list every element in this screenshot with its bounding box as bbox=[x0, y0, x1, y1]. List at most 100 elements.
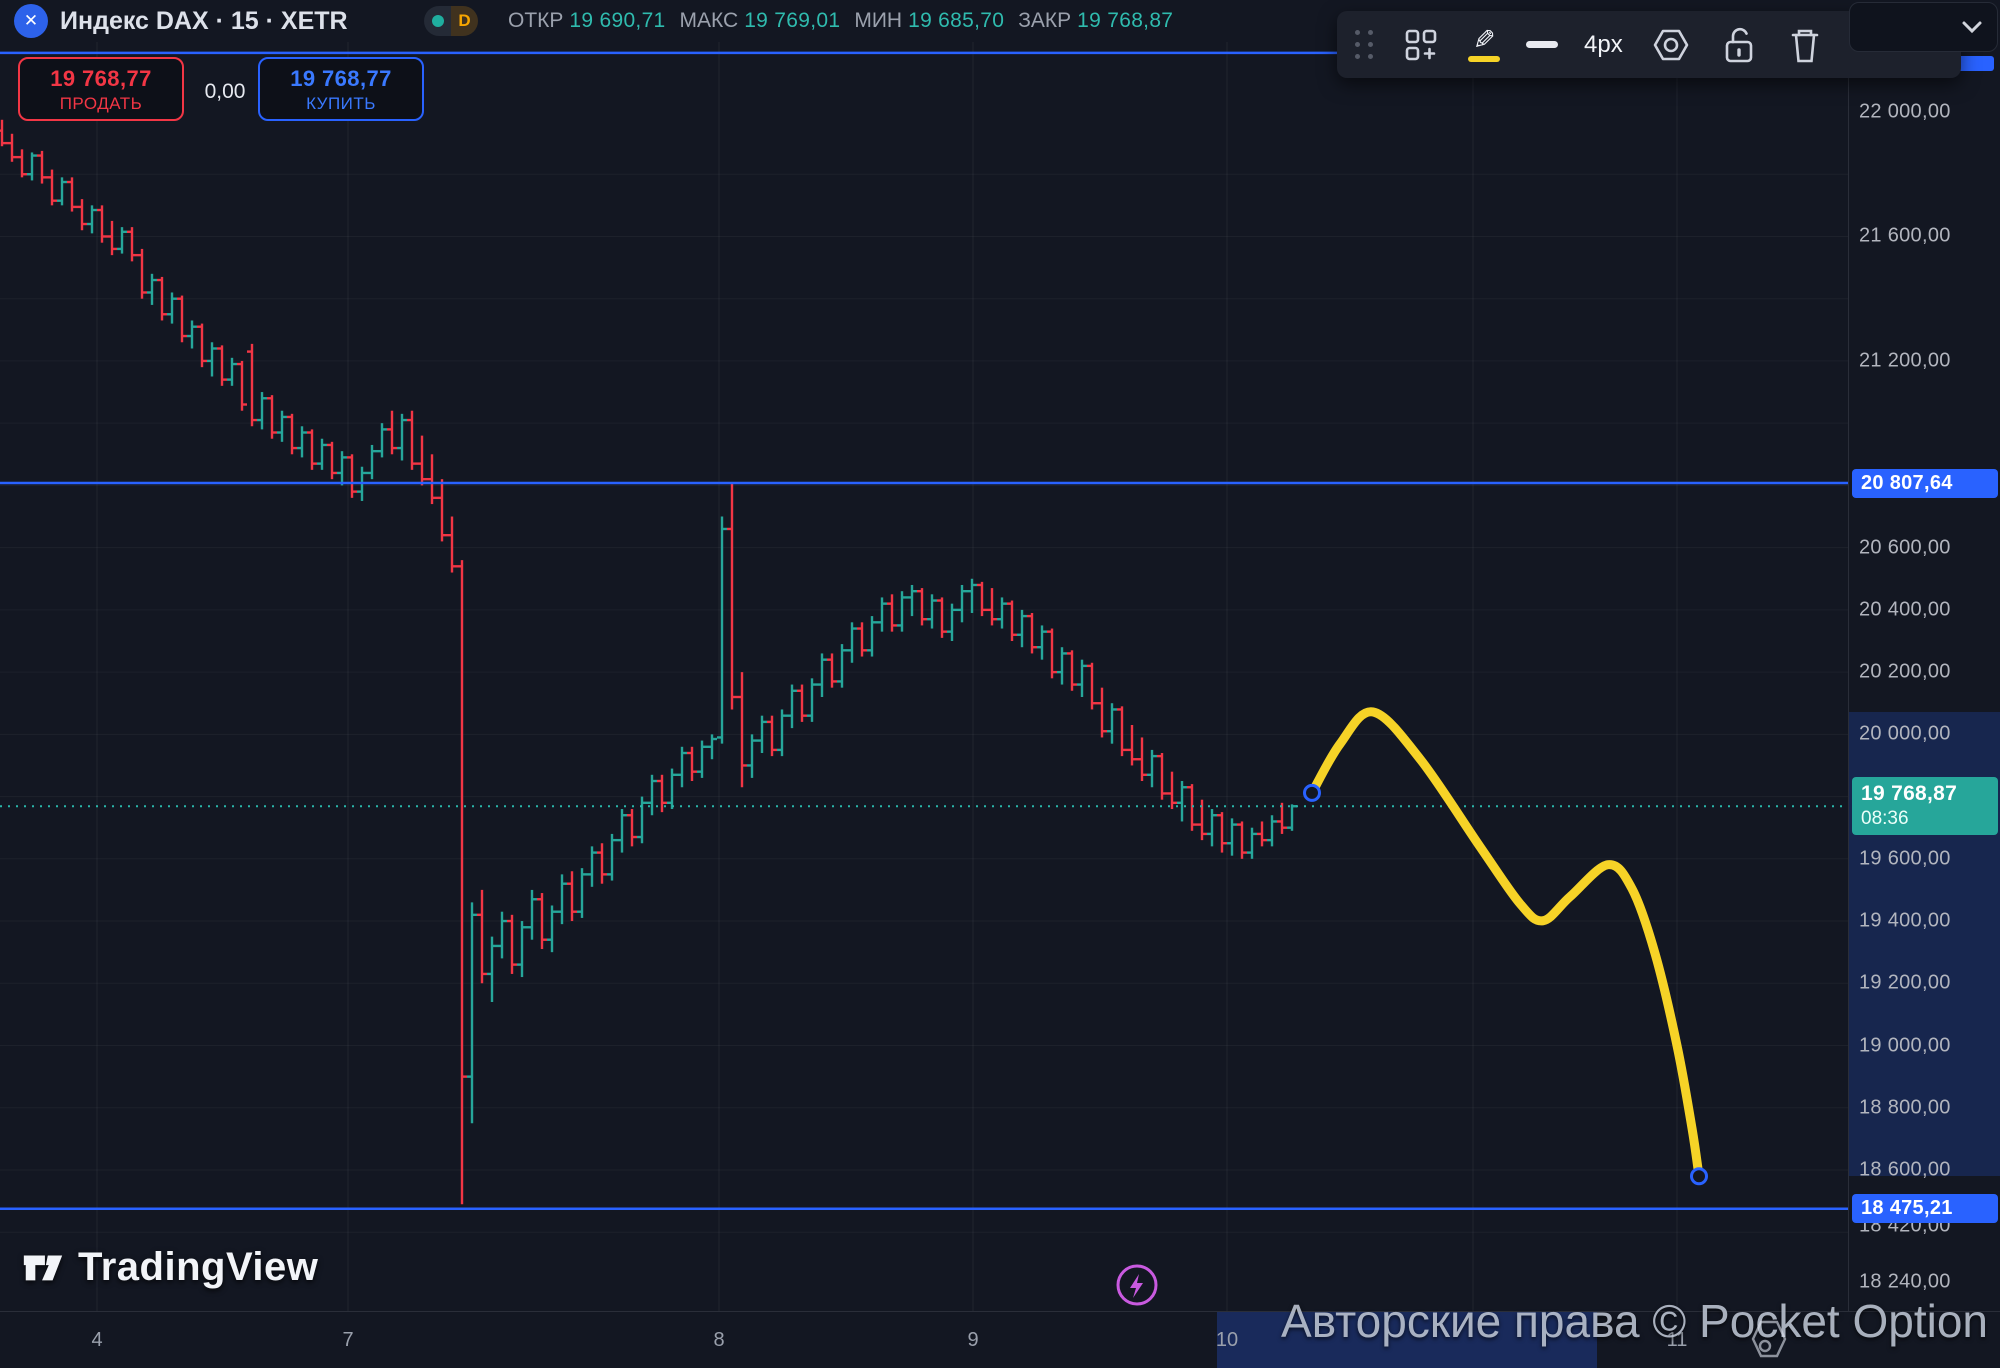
price-bar bbox=[47, 169, 57, 206]
tradingview-attribution[interactable]: TradingView bbox=[20, 1244, 318, 1290]
price-bar bbox=[777, 709, 787, 757]
price-bar bbox=[447, 516, 457, 573]
price-bar bbox=[347, 454, 357, 498]
price-bar bbox=[907, 584, 917, 617]
brush-drawing[interactable] bbox=[1307, 707, 1704, 1181]
price-bar bbox=[697, 740, 707, 778]
price-tick-label: 20 400,00 bbox=[1859, 598, 1951, 621]
chart-pane[interactable] bbox=[0, 0, 1848, 1311]
tradingview-logo-text: TradingView bbox=[78, 1244, 319, 1289]
price-bar bbox=[1217, 812, 1227, 853]
symbol-title[interactable]: Индекс DAX · 15 · XETR bbox=[60, 7, 348, 35]
price-bar bbox=[457, 560, 467, 1205]
open-label: ОТКР bbox=[508, 9, 564, 32]
price-bar bbox=[1157, 753, 1167, 800]
price-bar bbox=[247, 343, 257, 427]
trash-icon[interactable] bbox=[1785, 23, 1825, 67]
interval-badge[interactable]: D bbox=[424, 6, 478, 36]
price-bar bbox=[1067, 650, 1077, 691]
copyright-watermark: Авторские права © Pocket Option bbox=[1281, 1295, 1988, 1347]
price-axis[interactable]: 22 000,00 21 600,00 21 200,00 20 600,00 20 4… bbox=[1848, 0, 2000, 1311]
price-bar bbox=[257, 392, 267, 430]
price-bar bbox=[617, 809, 627, 853]
time-tick-label: 7 bbox=[342, 1329, 354, 1351]
price-chart[interactable] bbox=[0, 0, 1848, 1311]
price-bar bbox=[997, 597, 1007, 629]
price-bar bbox=[707, 734, 717, 760]
price-bar bbox=[1027, 612, 1037, 654]
low-label: МИН bbox=[854, 9, 903, 32]
drawing-anchor[interactable] bbox=[1690, 1167, 1708, 1186]
price-bar bbox=[867, 616, 877, 657]
price-bar bbox=[947, 603, 957, 641]
price-bar bbox=[1127, 725, 1137, 766]
high-value: 19 769,01 bbox=[744, 9, 841, 32]
price-bar bbox=[507, 914, 517, 974]
price-bar bbox=[1167, 771, 1177, 810]
price-bar bbox=[977, 581, 987, 617]
price-tick-label: 20 200,00 bbox=[1859, 660, 1951, 683]
price-bar bbox=[897, 591, 907, 632]
buy-button[interactable]: 19 768,77 КУПИТЬ bbox=[258, 57, 424, 121]
price-bar bbox=[687, 746, 697, 782]
price-bar bbox=[667, 768, 677, 810]
time-tick-label: 8 bbox=[713, 1329, 725, 1351]
time-tick-label: 4 bbox=[91, 1329, 103, 1351]
price-bar bbox=[987, 588, 997, 626]
brush-tool-icon[interactable]: ✎ bbox=[1468, 25, 1500, 62]
open-value: 19 690,71 bbox=[569, 9, 666, 32]
price-bar bbox=[67, 177, 77, 212]
price-bar bbox=[127, 227, 137, 262]
price-bar bbox=[97, 205, 107, 243]
price-bar bbox=[487, 936, 497, 1002]
price-bar bbox=[87, 205, 97, 234]
close-value: 19 768,87 bbox=[1077, 9, 1174, 32]
price-bar bbox=[1237, 821, 1247, 859]
price-bar bbox=[197, 323, 207, 368]
price-bar bbox=[147, 273, 157, 305]
price-bar bbox=[217, 345, 227, 386]
price-bar bbox=[967, 578, 977, 613]
price-bar bbox=[387, 410, 397, 455]
price-bar bbox=[727, 482, 737, 710]
price-bar bbox=[17, 149, 27, 178]
price-bar bbox=[157, 276, 167, 321]
drag-handle-icon[interactable] bbox=[1355, 30, 1374, 59]
price-tick-label: 20 600,00 bbox=[1859, 536, 1951, 559]
sell-button[interactable]: 19 768,77 ПРОДАТЬ bbox=[18, 57, 184, 121]
line-width-icon[interactable] bbox=[1526, 41, 1558, 48]
market-status-icon bbox=[424, 6, 451, 36]
price-bar bbox=[497, 911, 507, 959]
price-bar bbox=[107, 220, 117, 256]
time-axis[interactable]: 4 7 8 9 10 11 bbox=[0, 1311, 2000, 1368]
line-width-value[interactable]: 4px bbox=[1584, 30, 1623, 58]
flash-icon[interactable] bbox=[1115, 1263, 1159, 1312]
price-bar bbox=[1077, 659, 1087, 697]
price-tick-label: 19 400,00 bbox=[1859, 909, 1951, 932]
drawing-anchor[interactable] bbox=[1303, 783, 1321, 802]
price-tick-label: 18 240,00 bbox=[1859, 1270, 1951, 1293]
price-bar bbox=[0, 119, 7, 147]
close-label: ЗАКР bbox=[1018, 9, 1072, 32]
candle-countdown: 08:36 bbox=[1861, 808, 1909, 830]
price-bar bbox=[1267, 815, 1277, 847]
corner-dropdown[interactable] bbox=[1849, 2, 1998, 52]
price-bar bbox=[1007, 600, 1017, 641]
price-bar bbox=[767, 715, 777, 757]
close-icon[interactable]: ✕ bbox=[14, 4, 48, 38]
lock-open-icon[interactable] bbox=[1719, 23, 1759, 67]
price-tick-label: 21 200,00 bbox=[1859, 349, 1951, 372]
settings-nut-icon[interactable] bbox=[1649, 23, 1693, 67]
price-bar bbox=[927, 594, 937, 629]
price-bar bbox=[37, 150, 47, 184]
price-bar bbox=[407, 410, 417, 470]
price-bar bbox=[27, 152, 37, 181]
price-bar bbox=[627, 809, 637, 847]
price-bar bbox=[607, 833, 617, 881]
price-bar bbox=[587, 846, 597, 887]
price-tick-label: 20 000,00 bbox=[1859, 722, 1951, 745]
price-bar bbox=[807, 678, 817, 722]
price-bar bbox=[227, 357, 237, 386]
layout-add-icon[interactable] bbox=[1400, 24, 1442, 66]
price-bar bbox=[1037, 625, 1047, 660]
